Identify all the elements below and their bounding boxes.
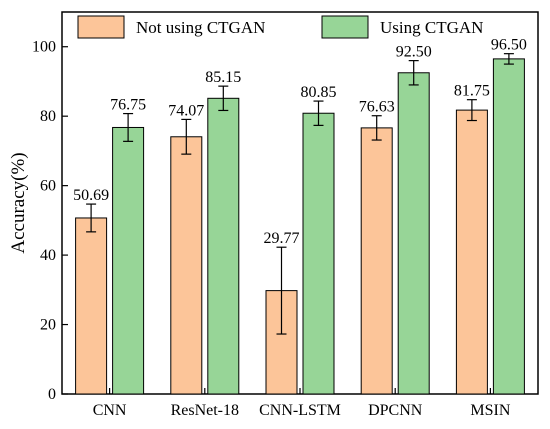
y-tick-label: 80	[40, 108, 56, 125]
y-axis-title: Accuracy(%)	[8, 152, 29, 253]
bar	[207, 97, 240, 395]
data-label: 29.77	[264, 230, 300, 247]
x-tick-label: CNN-LSTM	[259, 402, 341, 419]
y-tick-label: 0	[48, 386, 56, 403]
y-tick-label: 60	[40, 178, 56, 195]
data-label: 74.07	[168, 102, 204, 119]
bar	[170, 136, 203, 395]
bar	[112, 126, 145, 395]
y-tick-label: 100	[32, 39, 56, 56]
x-tick-label: MSIN	[470, 402, 510, 419]
y-tick-label: 20	[40, 317, 56, 334]
legend-swatch	[321, 15, 369, 39]
data-label: 80.85	[301, 84, 337, 101]
data-label: 50.69	[73, 187, 109, 204]
bar	[397, 72, 430, 395]
bar	[302, 112, 335, 395]
x-tick-label: CNN	[93, 402, 127, 419]
data-label: 96.50	[491, 37, 527, 54]
data-label: 76.75	[110, 97, 146, 114]
x-tick-label: DPCNN	[368, 402, 423, 419]
bar	[360, 127, 393, 395]
data-label: 92.50	[396, 44, 432, 61]
data-label: 81.75	[454, 83, 490, 100]
legend-label: Not using CTGAN	[136, 18, 265, 37]
legend-label: Using CTGAN	[380, 18, 483, 37]
y-tick-label: 40	[40, 247, 56, 264]
data-label: 76.63	[359, 99, 395, 116]
legend-swatch	[77, 15, 125, 39]
bar	[75, 217, 108, 395]
data-label: 85.15	[205, 69, 241, 86]
bar	[492, 58, 525, 395]
x-tick-label: ResNet-18	[171, 402, 239, 419]
bar	[455, 109, 488, 395]
